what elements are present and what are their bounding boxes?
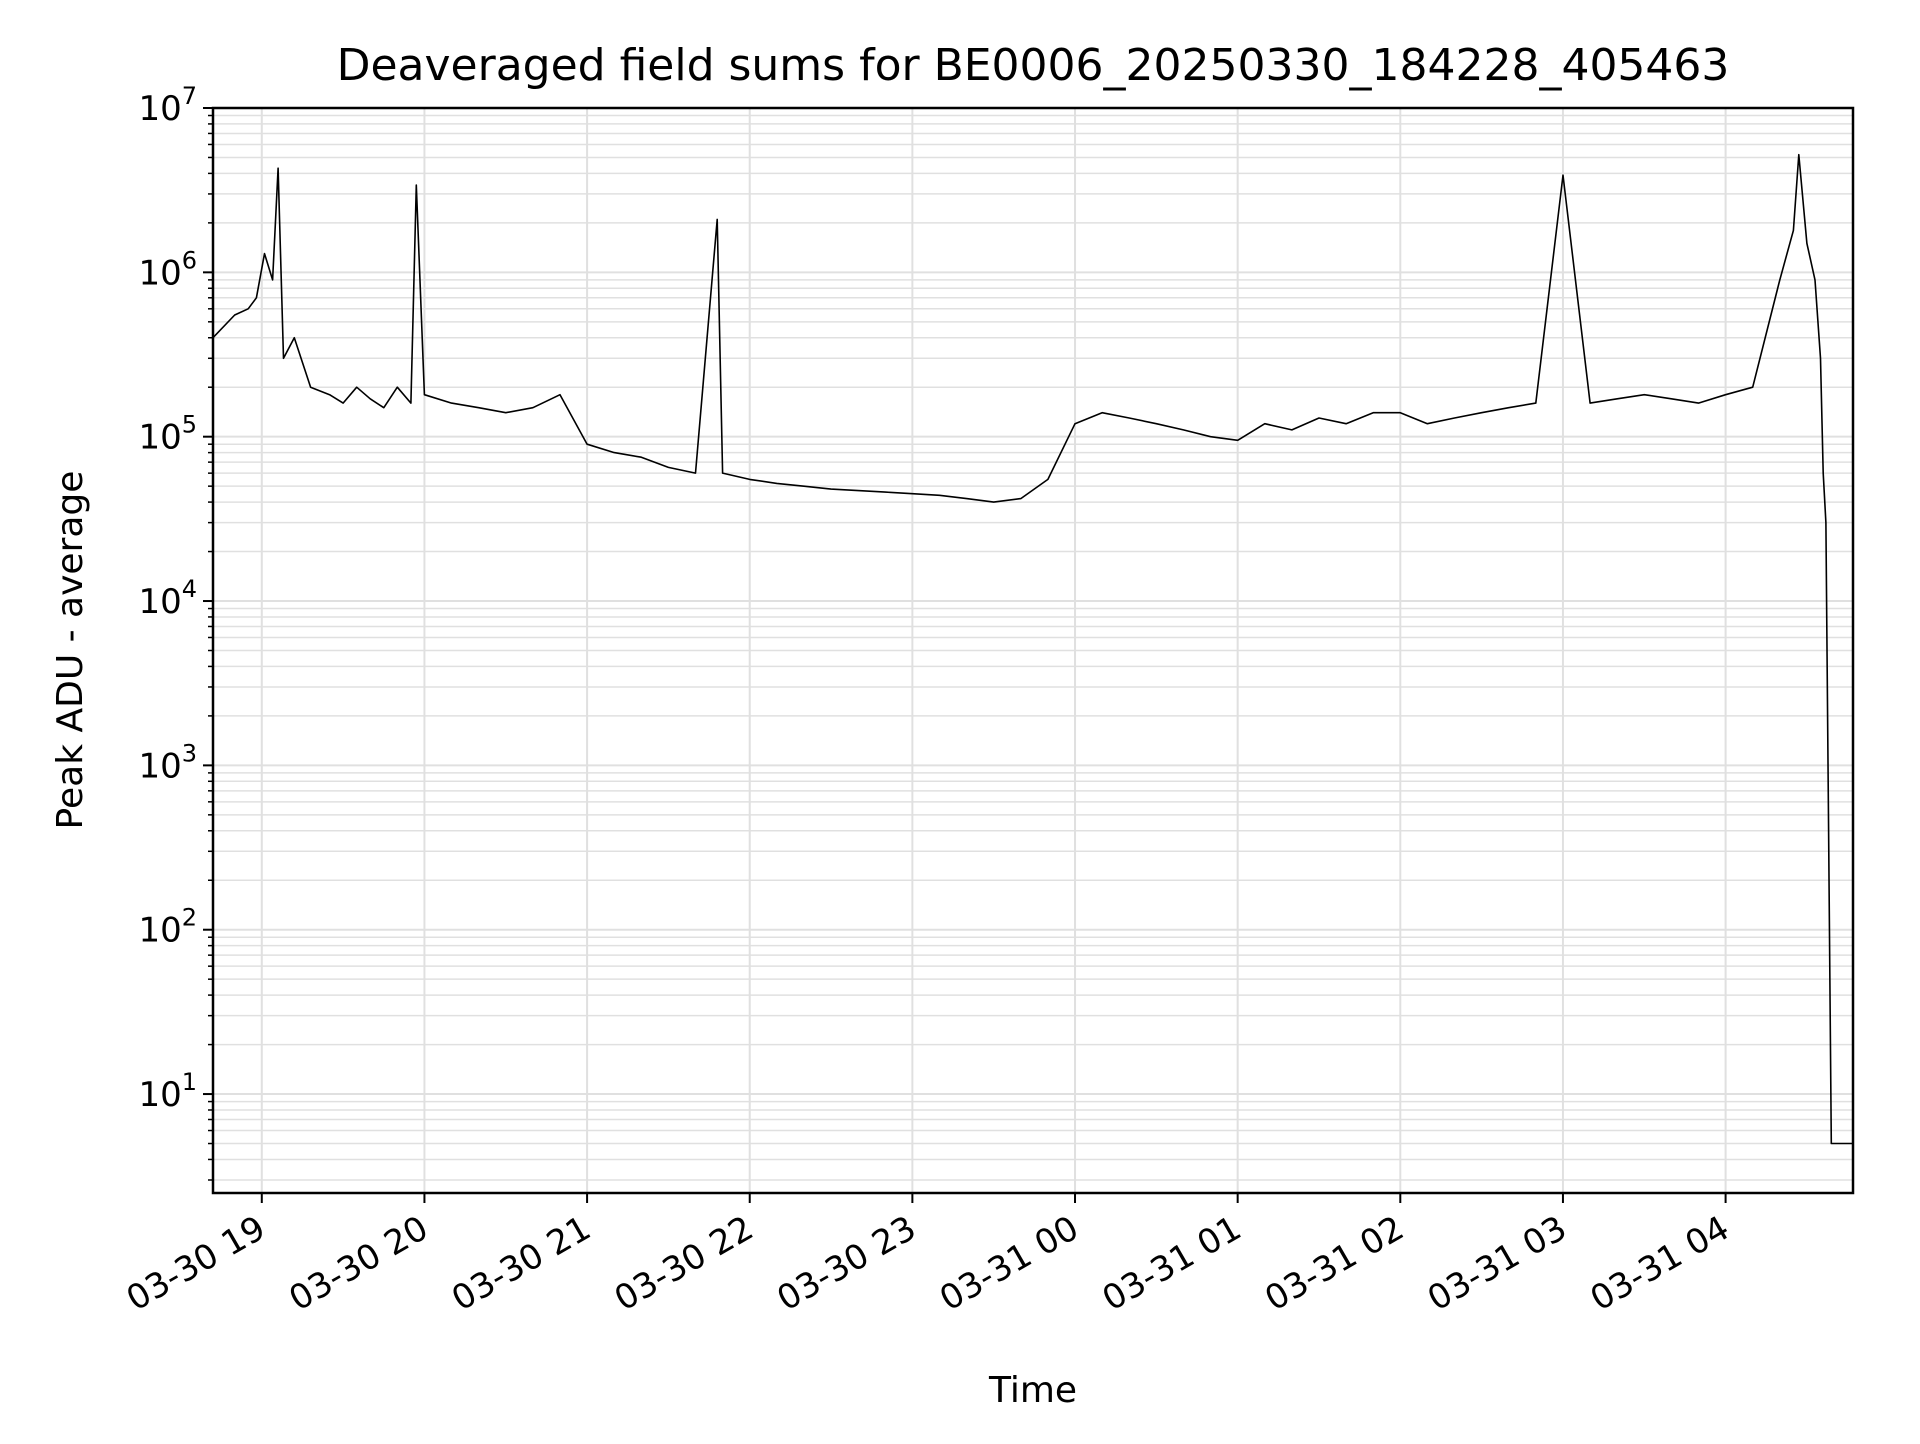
y-tick-exponent: 1	[182, 1068, 197, 1096]
y-tick-label: 101	[138, 1068, 197, 1115]
y-tick-label: 102	[138, 904, 197, 951]
y-tick-label: 104	[138, 575, 197, 622]
y-tick-exponent: 3	[182, 739, 197, 767]
grid	[213, 107, 1853, 1193]
y-tick-label: 107	[138, 82, 197, 129]
y-tick-base: 10	[138, 1075, 181, 1115]
x-axis-label: Time	[988, 1370, 1077, 1411]
y-tick-exponent: 7	[182, 82, 197, 110]
y-tick-exponent: 4	[182, 575, 197, 603]
y-tick-label: 103	[138, 739, 197, 786]
y-tick-base: 10	[138, 418, 181, 458]
y-tick-exponent: 6	[182, 246, 197, 274]
y-tick-base: 10	[138, 911, 181, 951]
y-tick-exponent: 5	[182, 411, 197, 439]
y-tick-base: 10	[138, 746, 181, 786]
y-tick-base: 10	[138, 89, 181, 129]
series-line	[212, 153, 1853, 1145]
series-layer	[212, 153, 1853, 1145]
y-tick-base: 10	[138, 253, 181, 293]
y-tick-base: 10	[138, 582, 181, 622]
y-axis-label: Peak ADU - average	[50, 471, 91, 830]
y-tick-exponent: 2	[182, 904, 197, 932]
y-tick-label: 106	[138, 246, 197, 293]
y-tick-label: 105	[138, 411, 197, 458]
chart-title: Deaveraged field sums for BE0006_2025033…	[337, 40, 1730, 91]
